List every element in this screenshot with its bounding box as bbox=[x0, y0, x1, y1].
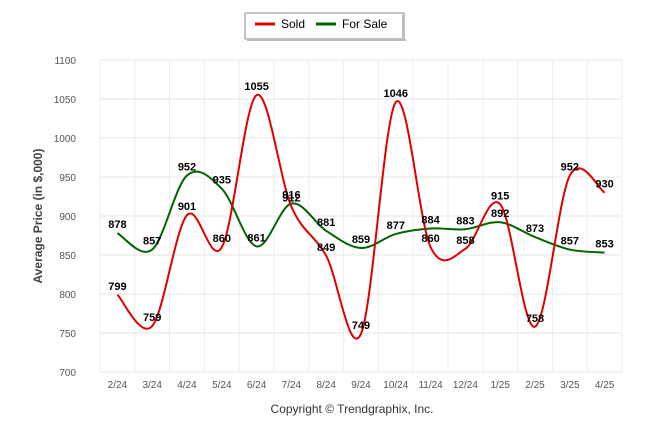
data-label-sold: 849 bbox=[317, 242, 335, 254]
y-tick-label: 950 bbox=[59, 173, 76, 184]
x-tick-label: 4/24 bbox=[177, 380, 197, 391]
y-tick-label: 1100 bbox=[54, 56, 76, 67]
x-tick-label: 7/24 bbox=[282, 380, 302, 391]
series-lines bbox=[116, 94, 606, 340]
x-tick-label: 1/25 bbox=[490, 380, 510, 391]
data-label-sold: 930 bbox=[595, 179, 613, 191]
series-line-for-sale bbox=[116, 170, 605, 254]
data-label-for-sale: 857 bbox=[561, 236, 579, 248]
y-tick-label: 800 bbox=[59, 290, 76, 301]
data-label-for-sale: 883 bbox=[456, 215, 474, 227]
legend-label-for-sale: For Sale bbox=[342, 17, 388, 31]
y-tick-label: 700 bbox=[59, 368, 76, 379]
data-label-sold: 860 bbox=[421, 233, 439, 245]
x-tick-label: 9/24 bbox=[351, 380, 371, 391]
x-tick-label: 4/25 bbox=[595, 380, 615, 391]
data-label-sold: 759 bbox=[143, 312, 161, 324]
x-tick-label: 2/24 bbox=[108, 380, 128, 391]
data-label-sold: 799 bbox=[108, 281, 126, 293]
data-labels: 799 759 901 860 1055 912 849 749 1046 860 858 915 75… bbox=[108, 81, 614, 332]
legend-item-sold[interactable]: Sold bbox=[255, 17, 305, 31]
data-label-for-sale: 877 bbox=[387, 220, 405, 232]
x-tick-label: 8/24 bbox=[316, 380, 336, 391]
x-tick-label: 11/24 bbox=[418, 380, 443, 391]
y-tick-label: 1000 bbox=[54, 134, 77, 145]
legend-label-sold: Sold bbox=[281, 17, 305, 31]
data-label-sold: 1055 bbox=[244, 81, 268, 93]
y-axis-label: Average Price (in $,000) bbox=[31, 149, 45, 284]
copyright-footer: Copyright © Trendgraphix, Inc. bbox=[271, 402, 434, 416]
data-label-for-sale: 853 bbox=[595, 239, 613, 251]
data-label-sold: 915 bbox=[491, 190, 509, 202]
data-label-for-sale: 873 bbox=[526, 223, 544, 235]
y-tick-label: 1050 bbox=[54, 95, 77, 106]
x-tick-label: 10/24 bbox=[383, 380, 408, 391]
x-tick-label: 2/25 bbox=[525, 380, 545, 391]
data-label-sold: 952 bbox=[561, 161, 579, 173]
x-tick-label: 12/24 bbox=[453, 380, 478, 391]
data-label-sold: 758 bbox=[526, 313, 544, 325]
data-label-sold: 901 bbox=[178, 201, 196, 213]
x-axis-ticks: 2/24 3/24 4/24 5/24 6/24 7/24 8/24 9/24 10/24 11/… bbox=[108, 380, 615, 391]
data-label-for-sale: 861 bbox=[247, 232, 265, 244]
data-label-sold: 749 bbox=[352, 320, 370, 332]
legend-item-for-sale[interactable]: For Sale bbox=[316, 17, 388, 31]
series-line-sold bbox=[116, 94, 606, 340]
data-label-for-sale: 916 bbox=[282, 190, 300, 202]
data-label-for-sale: 892 bbox=[491, 208, 509, 220]
y-tick-label: 750 bbox=[59, 329, 76, 340]
data-label-sold: 860 bbox=[213, 233, 231, 245]
x-tick-label: 3/24 bbox=[142, 380, 162, 391]
data-label-for-sale: 884 bbox=[421, 214, 440, 226]
data-label-for-sale: 881 bbox=[317, 217, 335, 229]
y-tick-label: 850 bbox=[59, 251, 76, 262]
data-label-for-sale: 857 bbox=[143, 236, 161, 248]
data-label-sold: 858 bbox=[456, 235, 474, 247]
x-tick-label: 6/24 bbox=[247, 380, 267, 391]
x-tick-label: 5/24 bbox=[212, 380, 232, 391]
legend[interactable]: Sold For Sale bbox=[244, 12, 406, 41]
y-tick-label: 900 bbox=[59, 212, 76, 223]
x-tick-label: 3/25 bbox=[560, 380, 580, 391]
data-label-for-sale: 952 bbox=[178, 161, 196, 173]
data-label-sold: 1046 bbox=[384, 88, 408, 100]
data-label-for-sale: 859 bbox=[352, 234, 370, 246]
data-label-sold: 912 bbox=[282, 193, 300, 205]
data-label-for-sale: 878 bbox=[108, 219, 126, 231]
y-axis-ticks: 700 750 800 850 900 950 1000 1050 1100 bbox=[54, 56, 77, 379]
data-label-for-sale: 935 bbox=[213, 175, 231, 187]
